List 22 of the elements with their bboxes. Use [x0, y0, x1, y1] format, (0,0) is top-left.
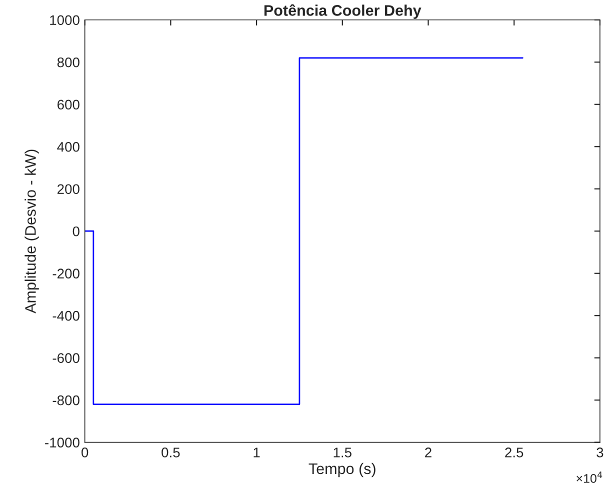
- y-tick-label: -1000: [45, 438, 80, 448]
- x-tick-label: 1.5: [334, 448, 352, 458]
- x-tick-label: 2: [425, 448, 432, 458]
- y-tick-label: 200: [58, 184, 80, 194]
- x-tick-label: 1: [254, 448, 260, 458]
- y-tick-label: -800: [52, 395, 80, 406]
- y-tick-label: 400: [57, 142, 80, 152]
- x-axis-title: Tempo (s): [308, 462, 376, 478]
- y-tick-label: 600: [58, 100, 80, 110]
- x-tick-label: 2.5: [505, 448, 524, 458]
- y-tick-label: 1000: [50, 15, 80, 26]
- y-tick-label: 0: [72, 226, 80, 236]
- x-tick-label: 0: [82, 448, 88, 458]
- y-axis-title: Amplitude (Desvio - kW): [24, 150, 39, 314]
- chart-title: Potência Cooler Dehy: [264, 4, 422, 19]
- text: ×10$^{4}$: [576, 472, 602, 483]
- y-tick-label: -200: [52, 268, 80, 279]
- y-tick-label: -400: [52, 310, 80, 321]
- x-tick-label: 0.5: [162, 448, 180, 458]
- x-tick-label: 3: [596, 448, 604, 458]
- y-tick-label: -600: [52, 353, 80, 364]
- y-tick-label: 800: [57, 57, 80, 68]
